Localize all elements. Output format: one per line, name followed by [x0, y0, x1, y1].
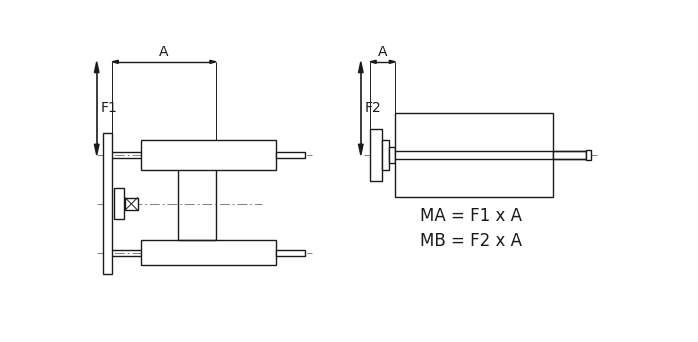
- Bar: [103, 133, 112, 274]
- Bar: [396, 113, 554, 197]
- Bar: [142, 140, 276, 170]
- Polygon shape: [359, 62, 363, 73]
- Polygon shape: [389, 60, 396, 63]
- Bar: [382, 140, 389, 170]
- Bar: [586, 149, 591, 160]
- Polygon shape: [370, 60, 376, 63]
- Text: MA = F1 x A: MA = F1 x A: [420, 207, 522, 225]
- Polygon shape: [94, 62, 99, 73]
- Text: A: A: [159, 45, 169, 59]
- Text: F2: F2: [364, 102, 381, 115]
- Polygon shape: [210, 60, 216, 63]
- Polygon shape: [94, 144, 99, 155]
- Text: MB = F2 x A: MB = F2 x A: [420, 232, 522, 250]
- Bar: [276, 250, 305, 256]
- Polygon shape: [112, 60, 118, 63]
- Bar: [142, 240, 276, 265]
- Text: F1: F1: [101, 102, 117, 115]
- Polygon shape: [359, 144, 363, 155]
- Bar: [125, 198, 138, 210]
- Bar: [276, 152, 305, 158]
- Bar: [389, 147, 396, 163]
- Text: A: A: [378, 45, 387, 59]
- Bar: [114, 188, 124, 219]
- Bar: [554, 151, 586, 159]
- Bar: [370, 129, 382, 181]
